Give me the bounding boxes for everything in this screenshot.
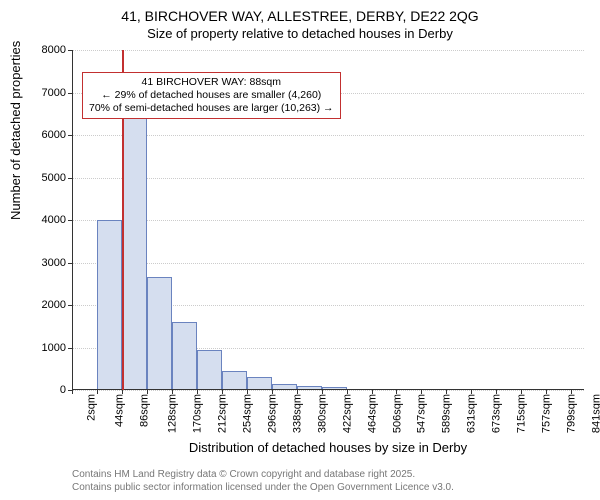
x-tick-label: 799sqm bbox=[566, 394, 578, 433]
annotation-line-1: 41 BIRCHOVER WAY: 88sqm bbox=[89, 76, 334, 89]
x-tick-label: 86sqm bbox=[139, 394, 151, 427]
x-tick-mark bbox=[421, 390, 422, 394]
y-tick-label: 3000 bbox=[42, 257, 66, 269]
x-tick-label: 673sqm bbox=[491, 394, 503, 433]
x-tick-mark bbox=[521, 390, 522, 394]
x-tick-mark bbox=[446, 390, 447, 394]
x-tick-label: 2sqm bbox=[85, 394, 97, 421]
histogram-bar bbox=[172, 322, 197, 390]
x-tick-label: 422sqm bbox=[342, 394, 354, 433]
credits-line-1: Contains HM Land Registry data © Crown c… bbox=[72, 469, 454, 482]
x-tick-label: 296sqm bbox=[267, 394, 279, 433]
title-line-1: 41, BIRCHOVER WAY, ALLESTREE, DERBY, DE2… bbox=[0, 8, 600, 26]
x-tick-label: 506sqm bbox=[392, 394, 404, 433]
x-tick-label: 589sqm bbox=[441, 394, 453, 433]
y-tick-label: 8000 bbox=[42, 44, 66, 56]
x-tick-mark bbox=[322, 390, 323, 394]
x-tick-label: 212sqm bbox=[217, 394, 229, 433]
x-tick-label: 254sqm bbox=[242, 394, 254, 433]
x-tick-label: 631sqm bbox=[466, 394, 478, 433]
x-tick-mark bbox=[247, 390, 248, 394]
y-tick-label: 1000 bbox=[42, 342, 66, 354]
x-tick-mark bbox=[297, 390, 298, 394]
x-tick-label: 338sqm bbox=[292, 394, 304, 433]
y-tick-label: 0 bbox=[60, 384, 66, 396]
credits: Contains HM Land Registry data © Crown c… bbox=[72, 469, 454, 494]
y-tick-label: 2000 bbox=[42, 299, 66, 311]
gridline bbox=[72, 220, 584, 222]
x-tick-mark bbox=[122, 390, 123, 394]
x-tick-label: 757sqm bbox=[541, 394, 553, 433]
chart-title: 41, BIRCHOVER WAY, ALLESTREE, DERBY, DE2… bbox=[0, 0, 600, 42]
x-tick-mark bbox=[72, 390, 73, 394]
x-tick-label: 464sqm bbox=[367, 394, 379, 433]
annotation-line-2: ← 29% of detached houses are smaller (4,… bbox=[89, 89, 334, 102]
x-tick-mark bbox=[97, 390, 98, 394]
annotation-line-3: 70% of semi-detached houses are larger (… bbox=[89, 102, 334, 115]
x-tick-mark bbox=[172, 390, 173, 394]
y-axis-label: Number of detached properties bbox=[8, 41, 23, 220]
y-tick-label: 5000 bbox=[42, 172, 66, 184]
gridline bbox=[72, 178, 584, 180]
x-tick-mark bbox=[372, 390, 373, 394]
x-tick-label: 547sqm bbox=[416, 394, 428, 433]
y-tick-label: 4000 bbox=[42, 214, 66, 226]
x-tick-label: 841sqm bbox=[591, 394, 600, 433]
gridline bbox=[72, 390, 584, 392]
x-tick-mark bbox=[496, 390, 497, 394]
x-tick-label: 170sqm bbox=[192, 394, 204, 433]
annotation-box: 41 BIRCHOVER WAY: 88sqm← 29% of detached… bbox=[82, 72, 341, 119]
x-tick-label: 380sqm bbox=[317, 394, 329, 433]
histogram-chart: 41, BIRCHOVER WAY, ALLESTREE, DERBY, DE2… bbox=[0, 0, 600, 500]
x-tick-label: 715sqm bbox=[516, 394, 528, 433]
x-tick-label: 44sqm bbox=[114, 394, 126, 427]
histogram-bar bbox=[222, 371, 247, 390]
x-tick-mark bbox=[396, 390, 397, 394]
x-tick-mark bbox=[471, 390, 472, 394]
x-tick-mark bbox=[272, 390, 273, 394]
y-axis-line bbox=[72, 50, 73, 390]
histogram-bar bbox=[147, 277, 172, 390]
x-tick-mark bbox=[222, 390, 223, 394]
x-axis-label: Distribution of detached houses by size … bbox=[72, 440, 584, 455]
x-tick-mark bbox=[546, 390, 547, 394]
x-axis-line bbox=[72, 389, 584, 390]
title-line-2: Size of property relative to detached ho… bbox=[0, 26, 600, 42]
y-tick-label: 6000 bbox=[42, 129, 66, 141]
x-tick-mark bbox=[571, 390, 572, 394]
y-tick-label: 7000 bbox=[42, 87, 66, 99]
x-tick-mark bbox=[197, 390, 198, 394]
gridline bbox=[72, 50, 584, 52]
plot-area: 0100020003000400050006000700080002sqm44s… bbox=[72, 50, 584, 390]
x-tick-mark bbox=[147, 390, 148, 394]
gridline bbox=[72, 135, 584, 137]
credits-line-2: Contains public sector information licen… bbox=[72, 482, 454, 495]
x-tick-label: 128sqm bbox=[167, 394, 179, 433]
histogram-bar bbox=[122, 110, 147, 391]
gridline bbox=[72, 263, 584, 265]
histogram-bar bbox=[197, 350, 222, 390]
x-tick-mark bbox=[347, 390, 348, 394]
histogram-bar bbox=[97, 220, 122, 390]
